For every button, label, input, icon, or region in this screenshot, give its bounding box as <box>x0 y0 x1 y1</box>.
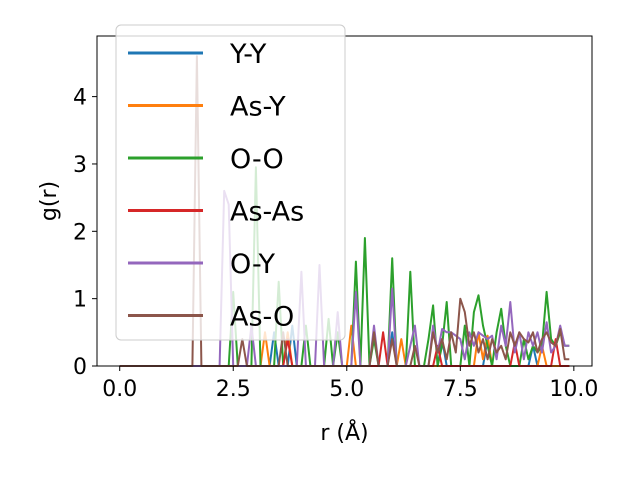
legend-label-as-as: As-As <box>230 197 304 228</box>
series-line-as-as <box>119 331 570 367</box>
legend: Y-Y As-Y O-O As-As O-Y As-O <box>115 24 346 341</box>
x-tick-label: 10.0 <box>549 377 598 402</box>
y-tick-label: 4 <box>73 86 87 111</box>
y-tick-label: 0 <box>73 355 87 380</box>
x-tick-label: 0.0 <box>102 377 137 402</box>
y-axis-label: g(r) <box>37 181 62 221</box>
legend-label-y-y: Y-Y <box>229 39 267 70</box>
x-axis-label: r (Å) <box>320 419 368 446</box>
x-tick-label: 2.5 <box>216 377 251 402</box>
x-tick-label: 7.5 <box>443 377 478 402</box>
y-axis: 0 1 2 3 4 <box>73 86 97 380</box>
series-line-as-o <box>119 55 570 367</box>
y-tick-label: 3 <box>73 153 87 178</box>
y-tick-label: 1 <box>73 288 87 313</box>
legend-label-o-o: O-O <box>230 144 284 175</box>
y-tick-label: 2 <box>73 220 87 245</box>
x-tick-label: 5.0 <box>329 377 364 402</box>
legend-label-o-y: O-Y <box>230 249 276 280</box>
x-axis: 0.0 2.5 5.0 7.5 10.0 <box>102 366 598 402</box>
legend-box <box>115 24 346 341</box>
legend-label-as-o: As-O <box>230 302 294 333</box>
legend-label-as-y: As-Y <box>230 92 286 123</box>
